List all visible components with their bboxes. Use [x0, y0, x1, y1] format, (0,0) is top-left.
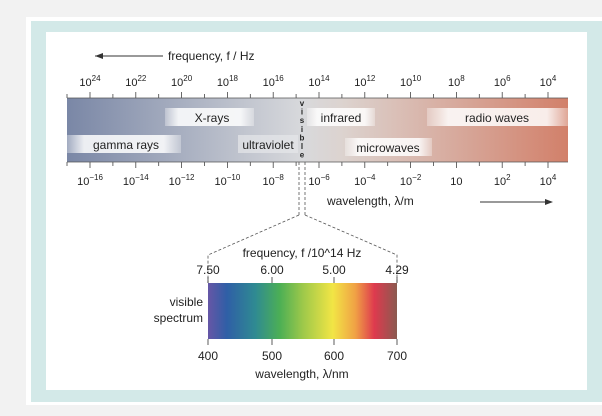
- visible-frequency-tick-label: 6.00: [260, 263, 284, 277]
- wavelength-tick-label: 102: [494, 173, 511, 188]
- visible-wavelength-tick-label: 500: [262, 349, 282, 363]
- region-xrays: X-rays: [165, 108, 254, 126]
- frequency-tick-label: 1018: [217, 74, 239, 89]
- frequency-tick-label: 104: [540, 74, 557, 89]
- region-visible: visible: [300, 99, 305, 160]
- xrays-label: X-rays: [195, 111, 230, 125]
- wavelength-tick-label: 10−2: [400, 173, 422, 188]
- frequency-tick-label: 1014: [308, 74, 330, 89]
- ultraviolet-label: ultraviolet: [242, 138, 294, 152]
- wavelength-tick-label: 10−12: [169, 173, 195, 188]
- microwaves-label: microwaves: [356, 141, 419, 155]
- visible-letter: i: [301, 125, 303, 134]
- wavelength-tick-label: 10−6: [308, 173, 330, 188]
- region-ultraviolet: ultraviolet: [238, 135, 298, 153]
- frequency-tick-label: 108: [448, 74, 465, 89]
- region-gamma-rays: gamma rays: [67, 135, 181, 153]
- wavelength-tick-label: 10: [450, 176, 462, 188]
- frequency-axis-label: frequency, f / Hz: [168, 49, 254, 63]
- visible-frequency-tick-label: 5.00: [322, 263, 346, 277]
- visible-frequency-tick-label: 4.29: [385, 263, 409, 277]
- visible-letter: i: [301, 108, 303, 117]
- visible-letter: s: [300, 116, 305, 125]
- radio-waves-label: radio waves: [465, 111, 529, 125]
- visible-title-line1: visible: [170, 295, 204, 309]
- arrow-head-icon: [545, 199, 553, 205]
- visible-guide-lines: [207, 162, 398, 283]
- visible-letter: l: [301, 142, 303, 151]
- frequency-tick-label: 1010: [400, 74, 422, 89]
- visible-letter: b: [300, 133, 305, 142]
- wavelength-axis-label: wavelength, λ/m: [326, 194, 414, 208]
- gamma-rays-label: gamma rays: [93, 138, 159, 152]
- wavelength-tick-label: 10−10: [214, 173, 240, 188]
- wavelength-tick-label: 10−8: [263, 173, 285, 188]
- visible-letter: e: [300, 151, 305, 160]
- frequency-tick-label: 1016: [263, 74, 285, 89]
- visible-frequency-tick-label: 7.50: [196, 263, 220, 277]
- frequency-tick-label: 1024: [79, 74, 101, 89]
- wavelength-tick-label: 10−14: [123, 173, 149, 188]
- wavelength-tick-label: 10−16: [77, 173, 103, 188]
- region-infrared: infrared: [307, 108, 375, 126]
- visible-letter: v: [300, 99, 305, 108]
- visible-wavelength-tick-label: 600: [324, 349, 344, 363]
- frequency-tick-label: 1020: [171, 74, 193, 89]
- visible-wavelength-tick-label: 700: [387, 349, 407, 363]
- frequency-tick-label: 1012: [354, 74, 376, 89]
- frequency-tick-label: 1022: [125, 74, 147, 89]
- visible-frequency-label: frequency, f /10^14 Hz: [243, 246, 362, 260]
- region-microwaves: microwaves: [345, 138, 432, 156]
- frequency-tick-label: 106: [494, 74, 511, 89]
- visible-wavelength-label: wavelength, λ/nm: [254, 367, 348, 381]
- infrared-label: infrared: [321, 111, 362, 125]
- wavelength-tick-label: 104: [540, 173, 557, 188]
- visible-wavelength-tick-label: 400: [198, 349, 218, 363]
- wavelength-tick-label: 10−4: [354, 173, 376, 188]
- arrow-head-icon: [95, 53, 103, 59]
- visible-title-line2: spectrum: [154, 311, 203, 325]
- visible-spectrum-bar: [208, 283, 397, 339]
- region-radio-waves: radio waves: [427, 108, 568, 126]
